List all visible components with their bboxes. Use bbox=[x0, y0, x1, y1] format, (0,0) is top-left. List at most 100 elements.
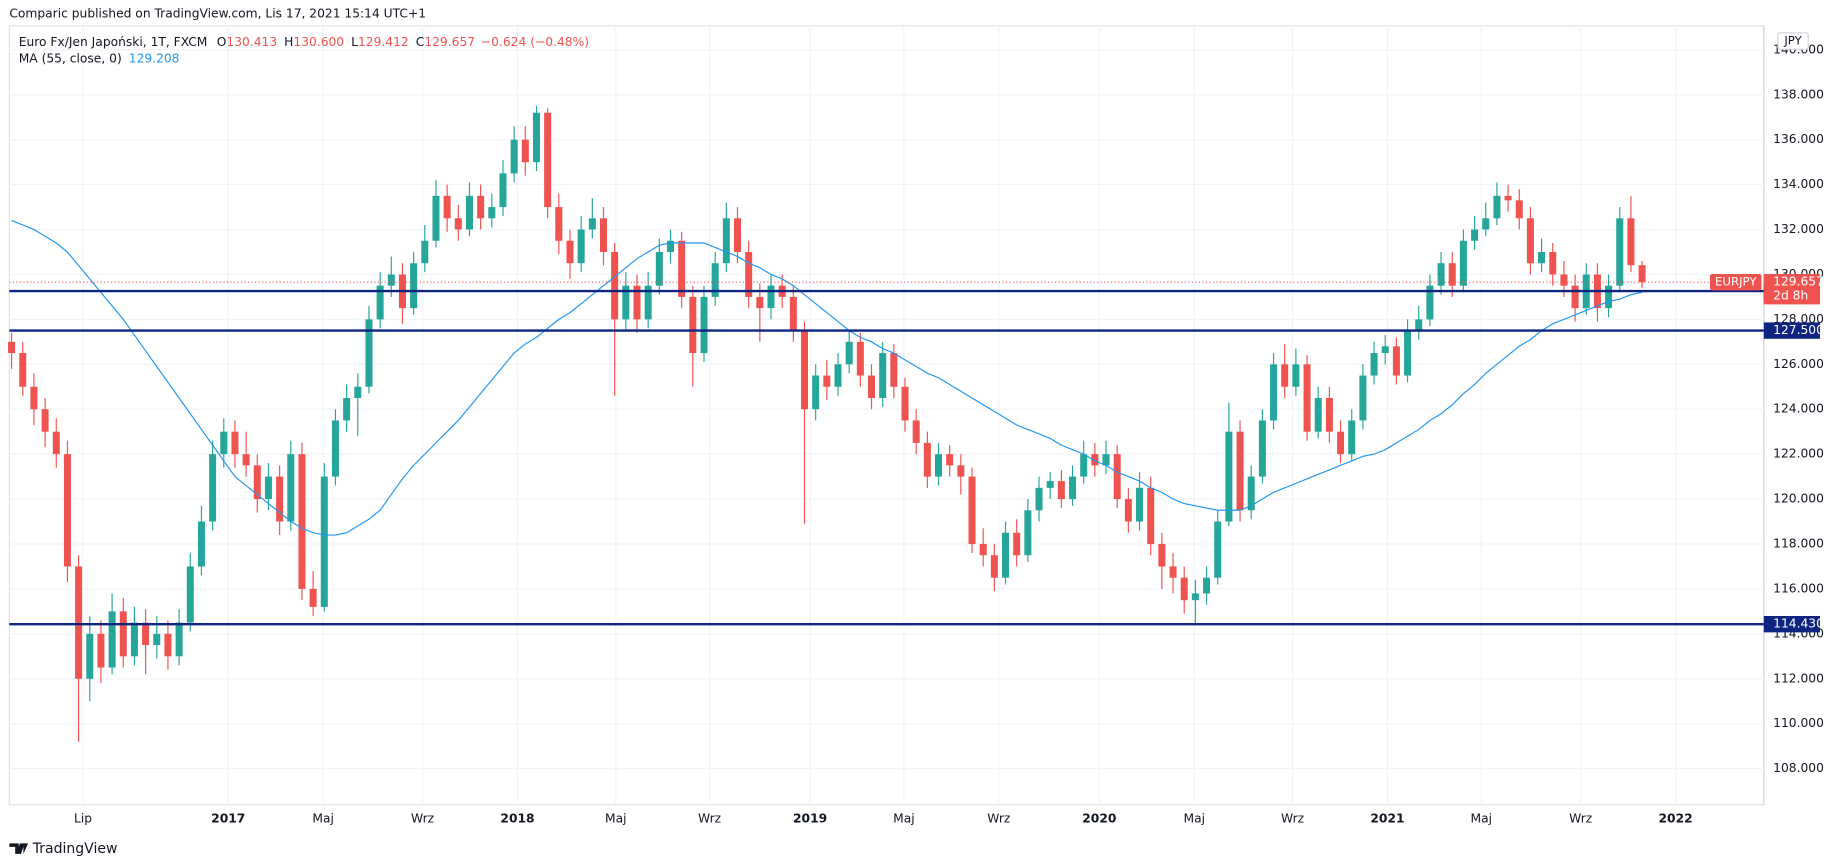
y-tick-label: 128.000 bbox=[1773, 312, 1824, 326]
candle-body bbox=[309, 588, 317, 607]
candle-body bbox=[1002, 532, 1010, 578]
y-tick-label: 126.000 bbox=[1773, 357, 1824, 371]
x-tick-label: Maj bbox=[893, 811, 915, 825]
level-label-bg bbox=[1763, 322, 1820, 339]
published: Comparic published on TradingView.com, L… bbox=[9, 7, 426, 21]
candle-body bbox=[376, 285, 384, 320]
candle-body bbox=[1359, 375, 1367, 421]
candle-body bbox=[946, 454, 954, 466]
candle-body bbox=[387, 274, 395, 286]
candle-body bbox=[410, 263, 418, 309]
candle-body bbox=[577, 229, 585, 264]
candle-body bbox=[957, 465, 965, 477]
candle-body bbox=[845, 341, 853, 365]
candle-body bbox=[756, 296, 764, 309]
candle-body bbox=[142, 622, 150, 646]
candle-body bbox=[1437, 263, 1445, 286]
candle-body bbox=[1560, 274, 1568, 286]
candle-body bbox=[488, 207, 496, 219]
legend-value: 130.600 bbox=[293, 35, 344, 49]
candle-body bbox=[197, 521, 205, 567]
candle-body bbox=[856, 341, 864, 376]
candle-body bbox=[320, 476, 328, 607]
candle-body bbox=[1549, 251, 1557, 275]
candle-body bbox=[1616, 218, 1624, 286]
level-label-bg bbox=[1763, 615, 1820, 633]
candle-body bbox=[1337, 431, 1345, 455]
candle-body bbox=[633, 285, 641, 320]
legend-value: 130.413 bbox=[226, 35, 277, 49]
candle-body bbox=[1404, 330, 1412, 376]
candle-body bbox=[532, 112, 540, 163]
symbol-tag: EURJPY bbox=[1715, 275, 1757, 289]
candle-body bbox=[700, 296, 708, 354]
candle-body bbox=[1147, 487, 1155, 544]
candle-body bbox=[666, 240, 675, 252]
candle-body bbox=[722, 218, 730, 264]
candle-body bbox=[499, 173, 507, 208]
candle-body bbox=[41, 409, 49, 432]
y-tick-label: 108.000 bbox=[1773, 761, 1824, 775]
candle-body bbox=[186, 566, 194, 623]
candle-body bbox=[432, 195, 440, 241]
candle-body bbox=[1203, 577, 1211, 594]
x-tick-label: Wrz bbox=[1281, 811, 1304, 825]
candle-body bbox=[923, 442, 931, 477]
candle-body bbox=[86, 633, 94, 679]
candle-body bbox=[421, 240, 429, 264]
candle-body bbox=[1169, 566, 1177, 578]
candle-body bbox=[1471, 229, 1479, 241]
candle-body bbox=[1392, 346, 1400, 376]
candle-body bbox=[611, 251, 619, 320]
x-tick-label: Maj bbox=[312, 811, 334, 825]
candle-body bbox=[767, 285, 775, 309]
candle-body bbox=[1627, 218, 1635, 266]
candle-body bbox=[1281, 364, 1289, 387]
moving-average bbox=[11, 219, 1643, 536]
candle-body bbox=[75, 566, 83, 679]
price-tag: 129.657 bbox=[1773, 275, 1824, 289]
plot bbox=[8, 105, 1646, 742]
candle-body bbox=[153, 633, 161, 646]
x-tick-label: Wrz bbox=[698, 811, 721, 825]
candle-body bbox=[1292, 364, 1300, 387]
candle-body bbox=[1013, 532, 1021, 556]
y-tick-label: 122.000 bbox=[1773, 447, 1824, 461]
candle-body bbox=[1236, 431, 1244, 511]
level-label: 127.500 bbox=[1773, 323, 1824, 337]
candle-body bbox=[1113, 454, 1121, 500]
currency: JPY bbox=[1783, 34, 1802, 48]
legend-value: 129.657 bbox=[424, 35, 475, 49]
y-tick-label: 124.000 bbox=[1773, 402, 1824, 416]
x-tick-label: 2018 bbox=[500, 811, 534, 825]
candle-body bbox=[1225, 431, 1233, 522]
x-tick-label: Wrz bbox=[411, 811, 434, 825]
x-tick-label: 2017 bbox=[211, 811, 245, 825]
candle-body bbox=[1102, 454, 1110, 466]
candle-body bbox=[1158, 543, 1166, 567]
candle-body bbox=[1247, 476, 1255, 511]
candle-body bbox=[1325, 397, 1333, 432]
candle-body bbox=[1069, 476, 1077, 500]
candle-body bbox=[97, 633, 105, 668]
candle-body bbox=[220, 431, 228, 455]
candle-body bbox=[689, 296, 697, 354]
candle-body bbox=[1526, 218, 1534, 264]
ma-legend: MA (55, close, 0) 129.208 bbox=[19, 51, 180, 65]
candle-body bbox=[1381, 346, 1389, 354]
candle-body bbox=[287, 454, 295, 522]
candle-body bbox=[264, 476, 272, 500]
y-tick-label: 118.000 bbox=[1773, 536, 1824, 550]
candle-body bbox=[1415, 319, 1423, 331]
x-tick-label: 2022 bbox=[1659, 811, 1693, 825]
candle-body bbox=[935, 454, 943, 477]
candle-body bbox=[1080, 454, 1088, 477]
y-tick-label: 116.000 bbox=[1773, 581, 1824, 595]
candle-body bbox=[343, 397, 351, 421]
candle-body bbox=[1538, 251, 1546, 264]
candle-body bbox=[8, 341, 16, 354]
candle-body bbox=[544, 112, 552, 208]
candle-body bbox=[912, 420, 920, 443]
candle-body bbox=[1370, 353, 1378, 376]
candle-body bbox=[331, 420, 339, 477]
